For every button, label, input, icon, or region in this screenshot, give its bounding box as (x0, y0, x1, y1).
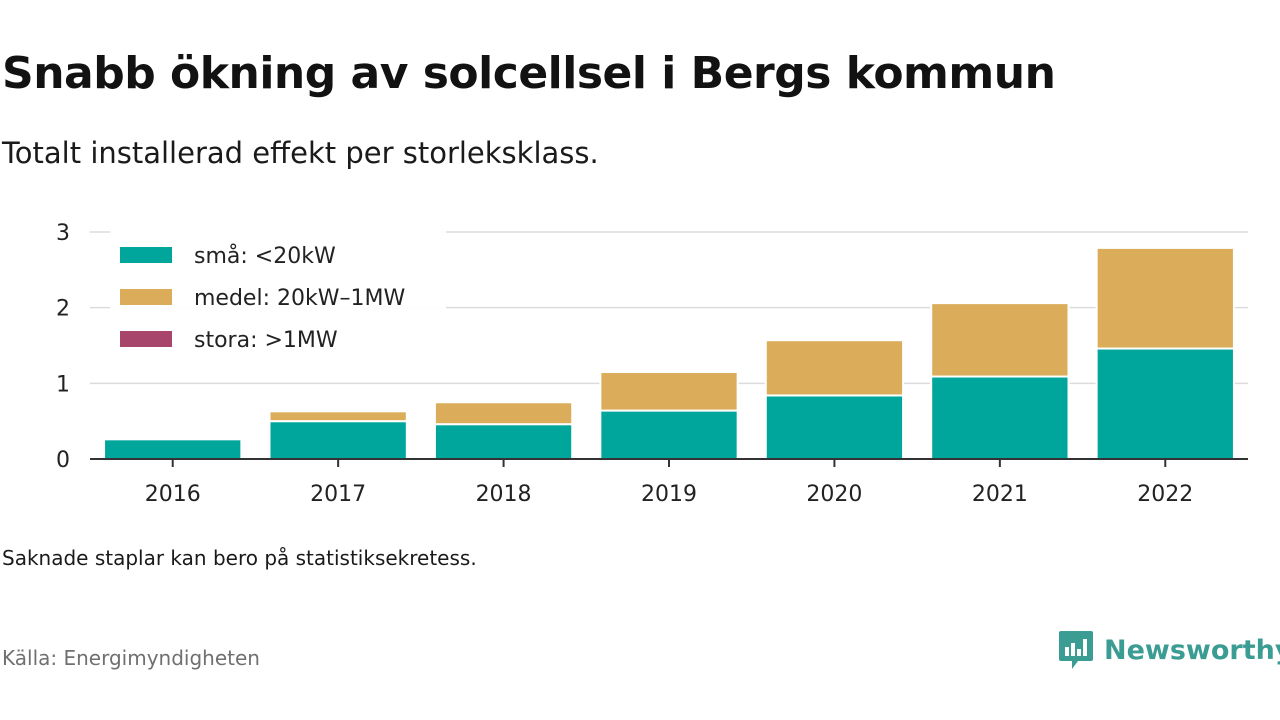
x-tick-label: 2018 (476, 482, 532, 507)
legend-swatch (120, 247, 172, 263)
brand-logo: Newsworthy (1058, 628, 1280, 672)
newsworthy-logo-icon (1059, 631, 1093, 669)
x-tick-label: 2020 (806, 482, 862, 507)
bar-segment (599, 370, 739, 412)
legend-label: stora: >1MW (194, 328, 338, 353)
legend-label: medel: 20kW–1MW (194, 286, 405, 311)
x-tick-label: 2017 (310, 482, 366, 507)
x-tick-label: 2022 (1137, 482, 1193, 507)
legend-swatch (120, 289, 172, 305)
legend-label: små: <20kW (194, 243, 336, 269)
bar-segment (1095, 246, 1235, 350)
bar-segment (599, 409, 739, 460)
bar-segment (764, 394, 905, 461)
y-tick-label: 1 (56, 372, 70, 397)
bar-segment (433, 401, 574, 426)
y-axis: 0 1 2 3 (56, 221, 70, 473)
y-tick-label: 3 (56, 221, 70, 246)
legend-swatch (120, 331, 172, 347)
chart-title: Snabb ökning av solcellsel i Bergs kommu… (2, 48, 1056, 99)
x-tick-label: 2016 (145, 482, 201, 507)
stacked-bar-chart: 0 1 2 3 2016 2017 2018 2019 2020 2021 2022 små: <… (56, 221, 1248, 507)
x-tick-label: 2021 (972, 482, 1028, 507)
bar-segment (433, 423, 574, 460)
bars (103, 246, 1235, 461)
brand-name: Newsworthy (1104, 634, 1280, 666)
chart-subtitle: Totalt installerad effekt per storlekskl… (2, 136, 599, 170)
source-text: Källa: Energimyndigheten (2, 646, 260, 670)
bar-segment (764, 339, 905, 397)
y-tick-label: 2 (56, 297, 70, 322)
x-tick-label: 2019 (641, 482, 697, 507)
bar-segment (930, 375, 1070, 460)
x-axis: 2016 2017 2018 2019 2020 2021 2022 (90, 458, 1248, 507)
bar-segment (1095, 347, 1235, 461)
bar-segment (103, 438, 243, 460)
bar-segment (930, 302, 1070, 378)
footnote: Saknade staplar kan bero på statistiksek… (2, 546, 477, 570)
legend: små: <20kW medel: 20kW–1MW stora: >1MW (110, 230, 446, 358)
y-tick-label: 0 (56, 448, 70, 473)
bar-segment (268, 410, 408, 423)
bar-segment (268, 420, 408, 461)
